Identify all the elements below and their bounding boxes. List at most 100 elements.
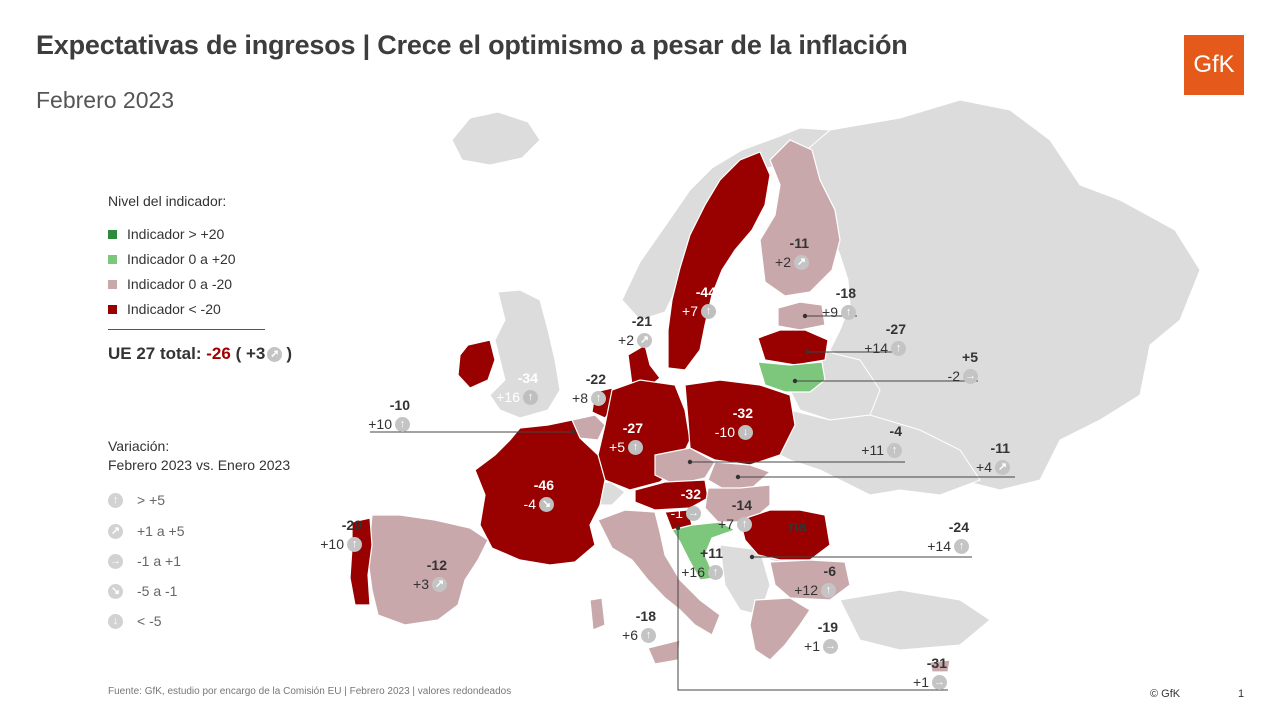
change-text: +5 xyxy=(609,439,625,455)
change-value: +8 ↑ xyxy=(572,389,606,408)
arrow-up-icon: ↑ xyxy=(628,440,643,455)
indicator-value: -44 xyxy=(695,284,716,300)
indicator-value: -19 xyxy=(817,619,838,635)
indicator-value: -27 xyxy=(885,321,906,337)
arrow-up-right-icon: ↗ xyxy=(794,255,809,270)
arrow-right-icon: → xyxy=(108,553,123,569)
croatia-shape xyxy=(671,521,737,581)
greece-shape xyxy=(749,597,811,661)
arrow-up-icon: ↑ xyxy=(708,565,723,580)
change-value: -2 → xyxy=(948,367,978,386)
change-value: +2 ↗ xyxy=(775,253,809,272)
variation-item: ↓ < -5 xyxy=(108,613,162,629)
indicator-value: -32 xyxy=(680,486,701,502)
eu-total: UE 27 total: -26 ( +3 ➚) xyxy=(108,344,292,364)
page-subtitle: Febrero 2023 xyxy=(36,87,175,113)
country-label-denmark: -21 +2 ↗ xyxy=(618,312,652,350)
legend-label: Indicador 0 a -20 xyxy=(127,276,233,292)
change-value: +2 ↗ xyxy=(618,331,652,350)
country-label-estonia: -18 +9 ↑ xyxy=(822,284,856,322)
country-label-poland: -32 -10 ↓ xyxy=(715,404,753,442)
legend-swatch xyxy=(108,254,117,264)
change-value: +14 ↑ xyxy=(927,537,969,556)
change-text: +9 xyxy=(822,304,838,320)
country-label-netherlands: -22 +8 ↑ xyxy=(572,370,606,408)
variation-label: +1 a +5 xyxy=(137,523,185,539)
eu-total-open: ( xyxy=(235,344,242,363)
change-value: +1 → xyxy=(913,673,947,692)
finland-shape xyxy=(759,139,841,297)
arrow-up-icon: ↑ xyxy=(395,417,410,432)
eu-total-label: UE 27 total: xyxy=(108,344,202,363)
change-value: +4 ↗ xyxy=(976,458,1010,477)
change-text: +16 xyxy=(496,389,520,405)
indicator-value: -22 xyxy=(585,371,606,387)
indicator-value: -18 xyxy=(635,608,656,624)
eu-total-close: ) xyxy=(286,344,293,363)
variation-label: > +5 xyxy=(137,492,166,508)
country-label-croatia: +11 +16 ↑ xyxy=(681,544,723,582)
copyright: © GfK xyxy=(1150,688,1181,700)
legend-item: Indicador > +20 xyxy=(108,226,224,242)
change-text: +14 xyxy=(864,340,888,356)
arrow-right-icon: → xyxy=(932,675,947,690)
change-value: +11 ↑ xyxy=(861,441,902,460)
change-value: +16 ↑ xyxy=(496,388,538,407)
change-value: -10 ↓ xyxy=(715,423,753,442)
indicator-value: -4 xyxy=(889,423,902,439)
variation-title-line2: Febrero 2023 vs. Enero 2023 xyxy=(108,457,291,473)
change-text: +14 xyxy=(927,538,951,554)
arrow-up-icon: ↑ xyxy=(954,539,969,554)
austria-shape xyxy=(634,479,709,511)
indicator-value: -31 xyxy=(926,655,947,671)
country-label-lithuania: +5 -2 → xyxy=(948,348,978,386)
arrow-down-right-icon: ↘ xyxy=(108,583,123,599)
arrow-up-icon: ↑ xyxy=(701,304,716,319)
change-text: -10 xyxy=(714,424,735,440)
legend-swatch xyxy=(108,304,117,314)
change-value: -1 → xyxy=(671,504,701,523)
legend-item: Indicador < -20 xyxy=(108,301,221,317)
variation-label: < -5 xyxy=(137,613,162,629)
russia-shape xyxy=(784,99,1201,491)
arrow-up-icon: ↑ xyxy=(523,390,538,405)
arrow-down-icon: ↓ xyxy=(738,425,753,440)
indicator-value: -11 xyxy=(789,235,809,251)
iceland-shape xyxy=(451,111,541,166)
legend-swatch xyxy=(108,229,117,239)
indicator-value: -34 xyxy=(517,370,538,386)
arrow-right-icon: → xyxy=(963,369,978,384)
italy-shape xyxy=(597,509,721,636)
gfk-logo: GfK xyxy=(1184,35,1244,95)
change-text: +12 xyxy=(794,582,818,598)
eu-total-change: +3 xyxy=(245,344,266,363)
variation-item: ↑ > +5 xyxy=(108,492,165,508)
page-title: Expectativas de ingresos | Crece el opti… xyxy=(36,30,908,60)
legend-divider xyxy=(108,329,265,330)
arrow-up-icon: ↑ xyxy=(821,583,836,598)
change-value: +7 ↑ xyxy=(718,515,752,534)
country-label-sweden: -44 +7 ↑ xyxy=(682,283,716,321)
change-text: +3 xyxy=(413,576,429,592)
arrow-up-icon: ↑ xyxy=(108,492,123,508)
arrow-up-right-icon: ↗ xyxy=(637,333,652,348)
arrow-up-icon: ↑ xyxy=(841,305,856,320)
cyprus-shape xyxy=(929,659,951,673)
change-value: +14 ↑ xyxy=(864,339,906,358)
country-label-romania: -24 +14 ↑ xyxy=(927,518,969,556)
change-text: +8 xyxy=(572,390,588,406)
change-text: -2 xyxy=(947,368,960,384)
country-label-czechia: -4 +11 ↑ xyxy=(861,422,902,460)
variation-title-line1: Variación: xyxy=(108,438,170,454)
change-value: +10 ↑ xyxy=(368,415,410,434)
indicator-value: -27 xyxy=(622,420,643,436)
arrow-up-right-icon: ➚ xyxy=(267,346,283,362)
country-label-bulgaria: -6 +12 ↑ xyxy=(794,562,836,600)
change-text: +10 xyxy=(368,416,392,432)
indicator-value: +5 xyxy=(962,349,978,365)
change-value: +12 ↑ xyxy=(794,581,836,600)
indicator-value: +11 xyxy=(700,545,723,561)
change-value: +7 ↑ xyxy=(682,302,716,321)
legend-title: Nivel del indicador: xyxy=(108,193,227,209)
